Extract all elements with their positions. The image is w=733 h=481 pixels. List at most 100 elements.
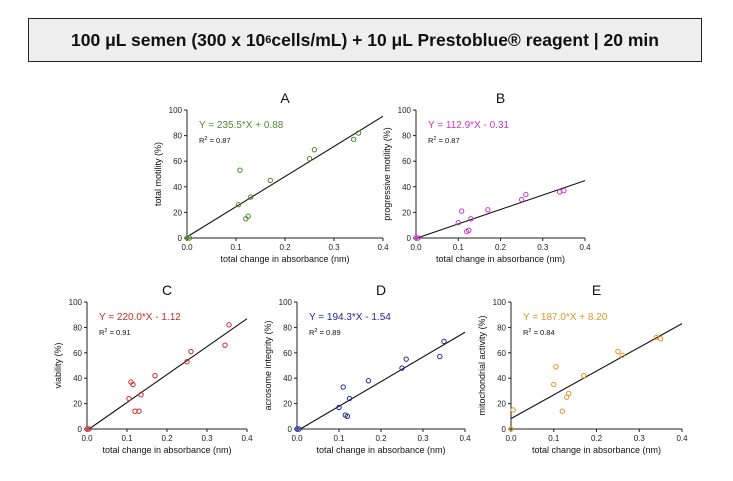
y-tick-label-b-2: 40 <box>402 183 411 192</box>
data-point-d-2 <box>336 404 342 411</box>
data-point-e-1 <box>510 407 516 413</box>
y-tick-label-d-2: 40 <box>283 374 292 383</box>
x-tick-label-a-0: 0.0 <box>181 243 193 252</box>
y-tick-label-d-1: 20 <box>283 400 292 409</box>
y-tick-label-e-5: 100 <box>493 298 507 307</box>
regression-line-d <box>300 331 466 430</box>
data-point-c-9 <box>184 358 190 365</box>
y-tick-label-b-4: 80 <box>402 132 411 141</box>
data-point-e-11 <box>657 336 664 342</box>
x-tick-label-a-1: 0.1 <box>230 243 242 252</box>
r-squared-exponent-b: 2 <box>433 136 436 142</box>
data-point-b-0 <box>413 235 419 241</box>
equation-e: Y = 187.0*X + 8.20 <box>523 312 608 323</box>
data-point-c-1 <box>86 426 92 432</box>
data-point-d-7 <box>365 378 372 384</box>
data-point-a-10 <box>350 136 357 143</box>
y-tick-label-d-3: 60 <box>283 349 292 358</box>
data-point-e-4 <box>559 408 565 414</box>
y-tick-label-c-5: 100 <box>69 298 83 307</box>
regression-line-e <box>510 323 683 420</box>
figure-title-post: cells/mL) + 10 μL Prestoblue® reagent | … <box>271 29 659 50</box>
y-tick-label-b-5: 100 <box>398 106 412 115</box>
data-point-d-6 <box>346 395 353 402</box>
x-axis-title-b: total change in absorbance (nm) <box>436 254 565 264</box>
y-tick-label-e-1: 20 <box>497 400 506 409</box>
panel-label-a: A <box>280 90 290 106</box>
data-point-a-8 <box>306 155 313 162</box>
data-point-d-10 <box>437 353 443 360</box>
data-point-a-5 <box>245 213 251 219</box>
y-tick-label-d-4: 80 <box>283 323 292 332</box>
data-point-d-0 <box>294 426 300 432</box>
x-tick-label-d-2: 0.2 <box>375 434 387 443</box>
x-tick-label-c-0: 0.0 <box>81 434 93 443</box>
data-point-b-1 <box>415 235 421 241</box>
y-axis-title-a: total motility (%) <box>153 142 163 206</box>
data-point-d-11 <box>441 338 447 345</box>
y-tick-label-a-2: 40 <box>173 183 182 192</box>
figure-title: 100 μL semen (300 x 10 6 cells/mL) + 10 μ… <box>28 18 702 62</box>
x-tick-label-d-3: 0.3 <box>417 434 429 443</box>
data-point-c-12 <box>226 322 232 328</box>
r-squared-value-a: = 0.87 <box>207 136 230 145</box>
panel-label-b: B <box>496 90 505 106</box>
data-point-b-3 <box>458 208 465 214</box>
y-tick-label-d-5: 100 <box>279 298 293 307</box>
y-tick-label-b-0: 0 <box>407 234 412 243</box>
data-point-c-0 <box>84 426 90 432</box>
data-point-d-8 <box>399 365 405 371</box>
data-point-a-11 <box>355 130 362 136</box>
data-point-e-9 <box>619 352 625 359</box>
y-tick-label-a-1: 20 <box>173 208 182 217</box>
r-squared-symbol-a: R <box>199 136 205 145</box>
x-tick-label-e-3: 0.3 <box>634 434 646 443</box>
y-tick-label-c-3: 60 <box>73 349 82 358</box>
r-squared-value-c: = 0.91 <box>107 328 130 337</box>
data-point-d-9 <box>403 356 409 362</box>
y-tick-label-a-5: 100 <box>169 106 183 115</box>
data-point-a-1 <box>186 235 193 241</box>
x-tick-label-d-0: 0.0 <box>291 434 303 443</box>
y-tick-label-d-0: 0 <box>288 425 293 434</box>
x-tick-label-e-1: 0.1 <box>548 434 560 443</box>
panel-label-c: C <box>162 282 172 298</box>
y-tick-label-c-0: 0 <box>78 425 83 434</box>
y-tick-label-a-0: 0 <box>178 234 183 243</box>
data-point-b-8 <box>518 196 525 203</box>
x-tick-label-b-3: 0.3 <box>537 243 549 252</box>
y-tick-label-a-3: 60 <box>173 157 182 166</box>
data-point-b-9 <box>523 191 529 198</box>
data-point-d-1 <box>296 426 302 432</box>
data-point-c-8 <box>152 372 158 379</box>
data-point-c-2 <box>126 395 132 402</box>
x-tick-label-a-2: 0.2 <box>279 243 291 252</box>
r-squared-symbol-b: R <box>428 136 434 145</box>
r-squared-symbol-e: R <box>523 328 529 337</box>
x-tick-label-e-4: 0.4 <box>676 434 688 443</box>
r-squared-b: R2 = 0.87 <box>428 136 460 145</box>
figure-title-exponent: 6 <box>265 34 272 46</box>
x-tick-label-a-4: 0.4 <box>377 243 389 252</box>
r-squared-symbol-c: R <box>99 328 105 337</box>
regression-line-b <box>416 180 586 239</box>
panel-label-e: E <box>592 282 601 298</box>
data-point-c-7 <box>138 392 144 398</box>
r-squared-exponent-c: 2 <box>104 328 107 334</box>
data-point-e-7 <box>580 372 587 379</box>
x-tick-label-a-3: 0.3 <box>328 243 340 252</box>
x-tick-label-c-2: 0.2 <box>161 434 173 443</box>
regression-line-c <box>88 318 248 430</box>
x-tick-label-d-1: 0.1 <box>333 434 345 443</box>
x-tick-label-b-4: 0.4 <box>579 243 591 252</box>
y-tick-label-c-1: 20 <box>73 400 82 409</box>
r-squared-exponent-e: 2 <box>528 328 531 334</box>
data-point-e-0 <box>508 426 514 432</box>
r-squared-c: R2 = 0.91 <box>99 328 131 337</box>
data-point-c-11 <box>222 342 228 348</box>
data-point-e-3 <box>553 364 559 370</box>
r-squared-a: R2 = 0.87 <box>199 136 231 145</box>
y-axis-title-e: mitochondrial activity (%) <box>477 315 487 415</box>
r-squared-value-e: = 0.84 <box>531 328 554 337</box>
data-point-e-8 <box>615 348 621 355</box>
